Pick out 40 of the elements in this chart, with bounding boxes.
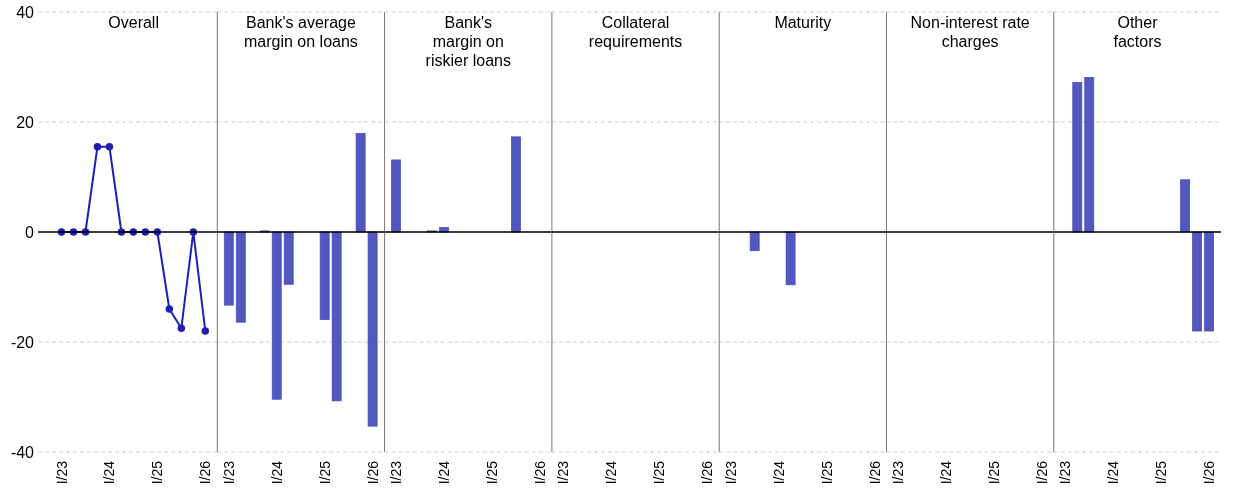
x-tick-label: I/26 (531, 460, 548, 485)
x-tick-label: I/26 (699, 460, 716, 485)
text: Other factors (1113, 14, 1162, 50)
x-tick-label: I/26 (197, 460, 214, 485)
x-tick-label: I/23 (890, 460, 906, 485)
y-tick-label: 40 (16, 3, 35, 21)
x-tick-label: I/25 (149, 460, 166, 485)
x-tick-label: I/23 (555, 460, 572, 485)
text: Bank's average margin on loans (244, 14, 358, 50)
x-tick-label: I/24 (268, 460, 285, 485)
y-tick-label: -20 (10, 333, 35, 351)
x-tick-label: I/25 (483, 460, 500, 485)
x-tick-label: I/24 (101, 460, 118, 485)
x-tick-label: I/24 (603, 460, 620, 485)
x-tick-label: I/26 (1201, 460, 1218, 485)
x-tick-label: I/25 (651, 460, 668, 485)
text: Collateral requirements (588, 14, 683, 50)
chart-title: Overall (108, 14, 159, 31)
chart-title: Maturity (774, 14, 832, 31)
text: Bank's margin on riskier loans (425, 14, 511, 69)
x-tick-label: I/26 (364, 460, 381, 485)
x-tick-label: I/25 (316, 460, 333, 485)
x-tick-label: I/23 (53, 460, 70, 485)
y-tick-label: 20 (16, 113, 35, 131)
x-tick-label: I/23 (722, 460, 739, 485)
y-tick-label: -40 (10, 443, 35, 461)
x-tick-label: I/25 (985, 460, 1002, 485)
x-tick-label: I/25 (1153, 460, 1170, 485)
x-tick-label: I/23 (220, 460, 237, 485)
y-tick-label: 0 (25, 223, 35, 241)
x-tick-label: I/26 (866, 460, 883, 485)
text: Non-interest rate charges (910, 14, 1030, 50)
x-tick-label: I/26 (1033, 460, 1050, 485)
x-tick-label: I/24 (770, 460, 787, 485)
x-tick-label: I/23 (1057, 460, 1074, 485)
x-tick-label: I/24 (937, 460, 954, 485)
x-tick-label: I/24 (1105, 460, 1122, 485)
x-tick-label: I/25 (818, 460, 835, 485)
x-tick-label: I/23 (388, 460, 405, 485)
x-tick-label: I/24 (436, 460, 453, 485)
